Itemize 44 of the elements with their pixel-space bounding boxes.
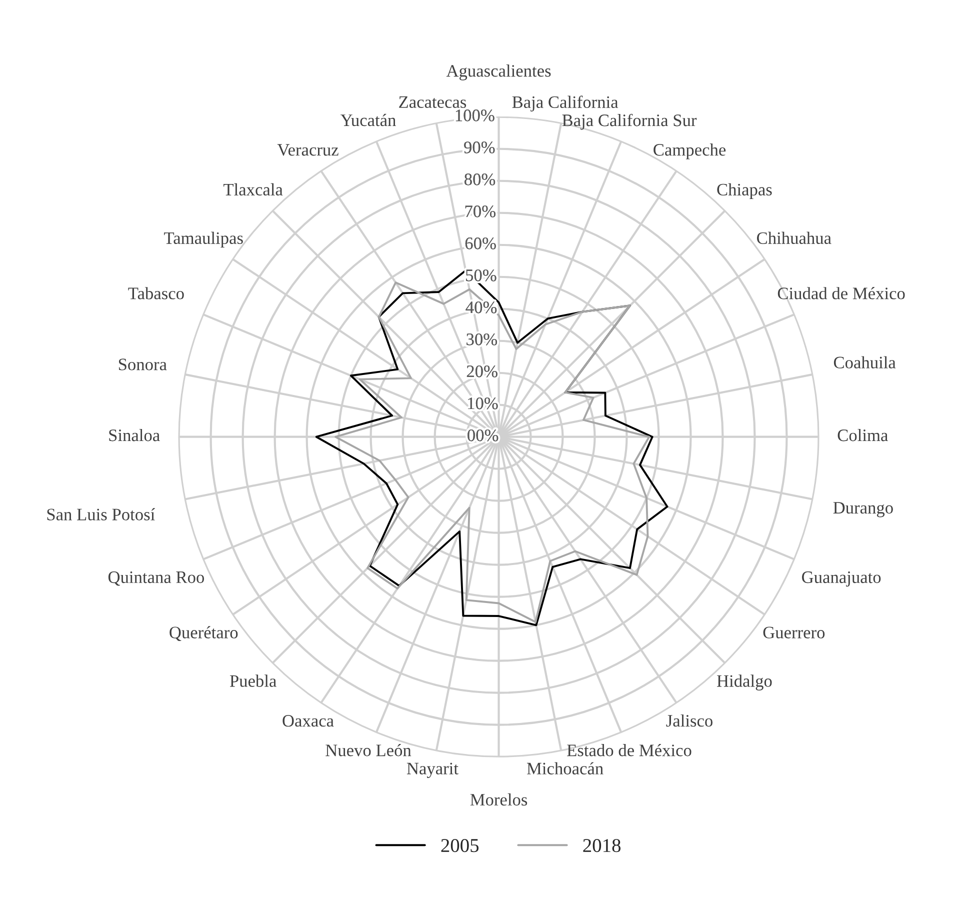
spoke-label: Zacatecas (399, 96, 466, 108)
spoke-label: Baja California (512, 96, 618, 112)
y-tick-label: 100% (456, 110, 494, 122)
y-tick-label: 20% (466, 365, 498, 378)
spoke-label: Sinaloa (109, 428, 160, 442)
spoke-label: Michoacán (526, 762, 604, 774)
spoke-label: Querétaro (170, 626, 238, 642)
y-tick-label: 30% (466, 333, 498, 346)
spoke-label: Colima (838, 428, 888, 442)
spoke-label: Tamaulipas (164, 232, 243, 248)
spoke-label: Nayarit (406, 762, 458, 778)
spoke-label: Sonora (118, 358, 167, 370)
y-tick-label: 00% (468, 429, 498, 442)
spoke-label: Yucatán (340, 114, 396, 126)
spoke-label: Campeche (654, 143, 726, 160)
spoke-label: Durango (833, 502, 893, 518)
spoke-label: Aguascalientes (446, 64, 551, 80)
spoke-label: Quintana Roo (108, 571, 204, 586)
spoke-label: Tlaxcala (224, 183, 283, 196)
legend-label: 2018 (583, 838, 621, 852)
spoke-label: Baja California Sur (562, 114, 697, 130)
spoke-label: Oaxaca (282, 715, 334, 727)
spoke-label: Chiapas (717, 183, 772, 200)
spoke-label: San Luis Potosí (47, 508, 155, 520)
spoke-label: Guanajuato (802, 571, 881, 587)
y-tick-label: 10% (468, 397, 498, 410)
y-tick-label: 80% (464, 174, 496, 186)
spoke-label: Chihuahua (757, 232, 832, 244)
spoke-label: Puebla (230, 674, 276, 687)
legend-label: 2005 (441, 838, 479, 852)
spoke-label: Tabasco (128, 287, 184, 300)
spoke-label: Nuevo León (326, 744, 412, 756)
spoke-label: Estado de México (567, 744, 692, 756)
spoke-label: Coahuila (834, 356, 896, 368)
spoke-label: Jalisco (666, 714, 712, 727)
y-tick-label: 70% (465, 206, 496, 218)
y-tick-label: 60% (465, 238, 496, 250)
spoke-label: Hidalgo (716, 674, 772, 690)
spoke-label: Morelos (470, 793, 528, 806)
y-tick-label: 90% (464, 142, 495, 154)
spoke-label: Guerrero (763, 626, 825, 638)
spoke-label: Veracruz (277, 144, 338, 156)
spoke-label: Ciudad de México (778, 287, 905, 300)
y-tick-label: 40% (466, 302, 497, 314)
